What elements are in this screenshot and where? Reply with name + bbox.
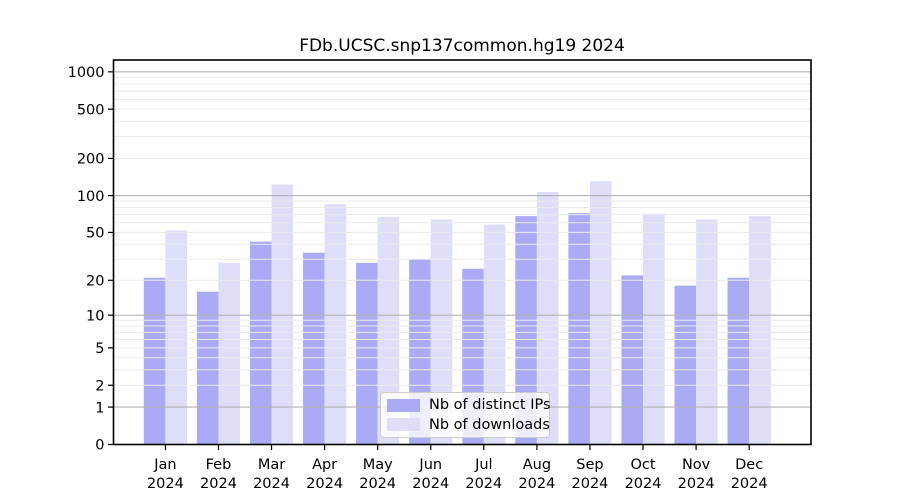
bar-downloads	[271, 184, 294, 445]
bar-distinct-ips	[356, 262, 378, 445]
x-tick-label-month: Jun	[418, 457, 442, 473]
x-tick-label-month: Aug	[523, 457, 551, 473]
x-tick-label-month: Nov	[682, 457, 711, 473]
plot-border	[112, 59, 812, 446]
x-tick-label-month: Sep	[576, 457, 603, 473]
bar-distinct-ips	[143, 277, 166, 445]
bar-distinct-ips	[249, 241, 272, 445]
bar-downloads	[536, 191, 559, 445]
x-tick-label-month: Mar	[258, 457, 285, 473]
y-tick-label: 1	[95, 400, 104, 416]
bar-distinct-ips	[674, 285, 697, 445]
legend-item-distinct-ips: Nb of distinct IPs	[387, 396, 551, 414]
bar-downloads	[589, 181, 612, 445]
x-tick-label-month: Oct	[630, 457, 655, 473]
x-tick-label-month: Dec	[735, 457, 763, 473]
x-tick-label-month: Jul	[474, 457, 493, 473]
bar-downloads	[643, 213, 665, 445]
y-tick-label: 2	[95, 378, 104, 394]
legend: Nb of distinct IPs Nb of downloads	[380, 392, 551, 438]
bar-downloads	[324, 204, 347, 445]
x-tick-label-year: 2024	[200, 476, 237, 492]
x-tick-label-year: 2024	[412, 476, 449, 492]
x-tick-label-year: 2024	[253, 476, 290, 492]
x-tick-label-year: 2024	[465, 476, 502, 492]
x-tick-label-year: 2024	[306, 476, 343, 492]
bar-distinct-ips	[303, 252, 325, 445]
x-tick-label-month: Feb	[206, 457, 232, 473]
x-tick-label-month: Jan	[153, 457, 176, 473]
x-tick-label-month: May	[363, 457, 393, 473]
x-tick-label-year: 2024	[147, 476, 184, 492]
x-tick-label-year: 2024	[731, 476, 768, 492]
y-tick-label: 200	[77, 152, 105, 168]
bar-distinct-ips	[515, 216, 537, 445]
y-tick-label: 5	[95, 341, 104, 357]
x-tick-label-year: 2024	[572, 476, 609, 492]
y-tick-label: 500	[77, 102, 105, 118]
x-tick-label-year: 2024	[625, 476, 662, 492]
y-tick-label: 0	[95, 438, 104, 454]
bar-downloads	[483, 224, 506, 445]
x-tick-label-year: 2024	[678, 476, 715, 492]
bar-distinct-ips	[621, 275, 644, 445]
y-tick-label: 20	[86, 273, 104, 289]
bar-distinct-ips	[568, 213, 590, 445]
bar-downloads	[165, 230, 187, 445]
legend-label-downloads: Nb of downloads	[429, 416, 550, 433]
bar-downloads	[749, 216, 771, 445]
bar-downloads	[218, 262, 241, 445]
x-tick-label-year: 2024	[359, 476, 396, 492]
bar-distinct-ips	[727, 277, 750, 445]
chart-title: FDb.UCSC.snp137common.hg19 2024	[299, 36, 625, 56]
y-tick-label: 50	[86, 226, 104, 242]
y-tick-label: 1000	[68, 65, 105, 81]
bar-downloads	[377, 216, 400, 445]
legend-item-downloads: Nb of downloads	[387, 416, 550, 434]
legend-swatch-downloads	[387, 418, 420, 432]
x-tick-label-month: Apr	[312, 457, 337, 473]
x-tick-label-year: 2024	[518, 476, 555, 492]
legend-label-distinct-ips: Nb of distinct IPs	[429, 397, 551, 414]
y-tick-label: 10	[86, 308, 104, 324]
legend-swatch-distinct-ips	[387, 398, 420, 412]
bar-distinct-ips	[196, 291, 219, 445]
y-tick-label: 100	[77, 189, 105, 205]
